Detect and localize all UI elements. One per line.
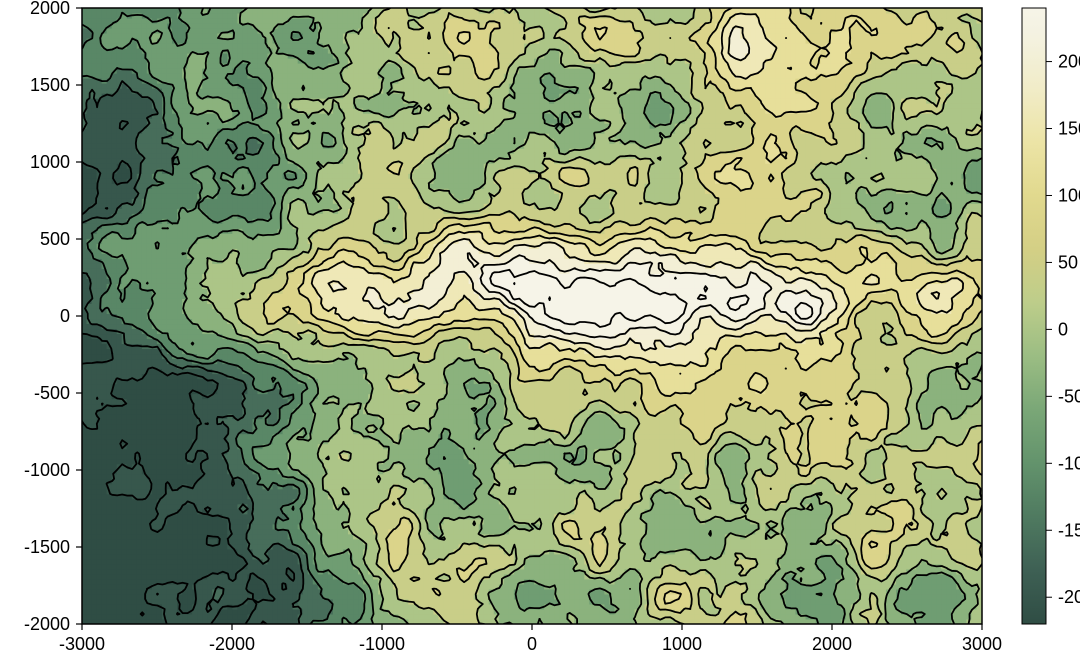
y-tick-label: 2000 [30, 0, 70, 18]
x-tick-label: -3000 [59, 634, 105, 654]
y-tick-label: -500 [34, 383, 70, 403]
y-tick-label: -1500 [24, 537, 70, 557]
colorbar-tick-label: 150 [1058, 119, 1080, 139]
x-tick-label: -1000 [359, 634, 405, 654]
y-tick-label: -2000 [24, 614, 70, 634]
x-tick-label: 0 [527, 634, 537, 654]
colorbar-tick-label: 0 [1058, 319, 1068, 339]
y-tick-label: 500 [40, 229, 70, 249]
colorbar-tick-label: -50 [1058, 386, 1080, 406]
colorbar-tick-label: -150 [1058, 520, 1080, 540]
colorbar-tick-label: 200 [1058, 52, 1080, 72]
contour-chart-container: -3000-2000-10000100020003000-2000-1500-1… [0, 0, 1080, 663]
y-tick-label: -1000 [24, 460, 70, 480]
colorbar-tick-label: -100 [1058, 453, 1080, 473]
y-tick-label: 1500 [30, 75, 70, 95]
x-tick-label: 1000 [662, 634, 702, 654]
contour-chart-svg: -3000-2000-10000100020003000-2000-1500-1… [0, 0, 1080, 663]
colorbar-tick-label: 100 [1058, 185, 1080, 205]
y-tick-label: 0 [60, 306, 70, 326]
x-tick-label: -2000 [209, 634, 255, 654]
colorbar-tick-label: 50 [1058, 252, 1078, 272]
colorbar-tick-label: -200 [1058, 587, 1080, 607]
y-tick-label: 1000 [30, 152, 70, 172]
x-tick-label: 2000 [812, 634, 852, 654]
x-tick-label: 3000 [962, 634, 1002, 654]
contour-fill [82, 8, 983, 625]
